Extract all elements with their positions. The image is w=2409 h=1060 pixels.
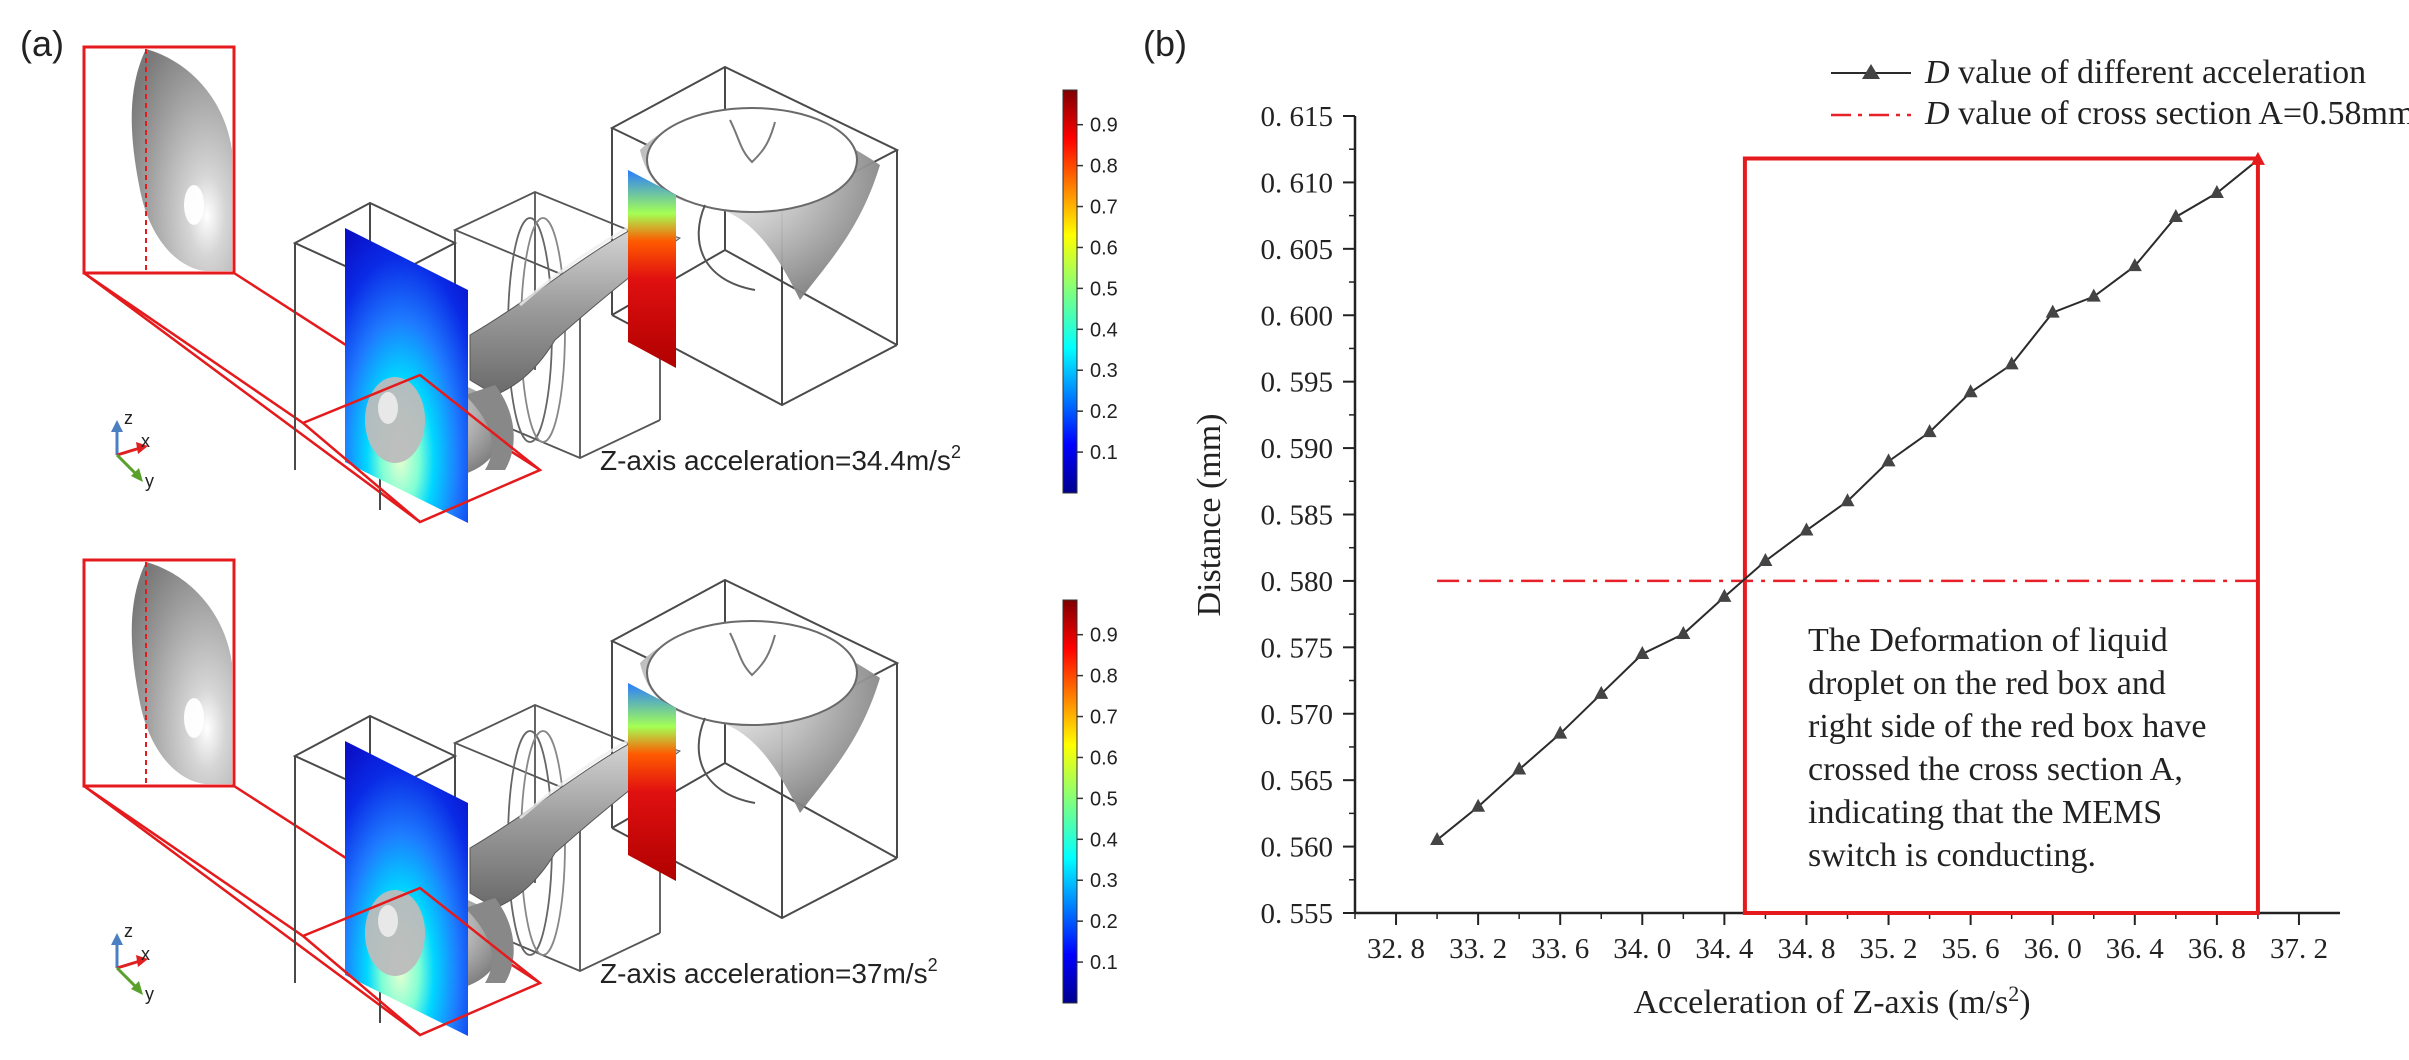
- data-point: [1430, 831, 1445, 845]
- colorbar-tick-label: 0.3: [1090, 870, 1118, 892]
- x-tick-label: 37. 2: [2270, 933, 2328, 965]
- panel-b-label: (b): [1143, 23, 1187, 64]
- y-tick-label: 0. 590: [1261, 433, 1334, 465]
- axis-y-label-bottom: y: [145, 984, 154, 1004]
- colorbar-tick-label: 0.5: [1090, 278, 1118, 300]
- text-box-line-6: switch is conducting.: [1808, 837, 2096, 874]
- data-point: [1881, 453, 1896, 467]
- axis-x-label-top: x: [141, 431, 150, 451]
- legend-series-text: D value of different acceleration: [1924, 54, 2366, 91]
- panel-a-label: (a): [20, 23, 64, 64]
- data-point: [1922, 424, 1937, 438]
- y-tick-label: 0. 595: [1261, 367, 1334, 399]
- x-tick-label: 36. 0: [2024, 933, 2082, 965]
- data-point: [1553, 725, 1568, 739]
- data-point: [1963, 384, 1978, 398]
- data-point: [1717, 588, 1732, 602]
- x-tick-label: 34. 8: [1777, 933, 1835, 965]
- y-tick-label: 0. 570: [1261, 699, 1334, 731]
- y-tick-label: 0. 615: [1261, 101, 1334, 133]
- legend-series-marker: [1862, 64, 1880, 79]
- colorbar-tick-label: 0.6: [1090, 237, 1118, 259]
- y-tick-label: 0. 575: [1261, 632, 1334, 664]
- colorbar-tick-label: 0.8: [1090, 666, 1118, 688]
- axis-x-label-bottom: x: [141, 944, 150, 964]
- x-axis-label: Acceleration of Z-axis (m/s2): [1633, 981, 2030, 1021]
- y-tick-label: 0. 600: [1261, 300, 1334, 332]
- data-point: [2127, 258, 2142, 272]
- data-point: [1594, 685, 1609, 699]
- y-tick-label: 0. 585: [1261, 500, 1334, 532]
- axis-z-label-bottom: z: [124, 921, 133, 941]
- y-tick-label: 0. 610: [1261, 167, 1334, 199]
- highlight-box: [1742, 156, 2260, 916]
- data-point: [1512, 761, 1527, 775]
- data-point: [2045, 304, 2060, 318]
- colorbar-bottom: 0.9 0.8 0.7 0.6 0.5 0.4 0.3 0.2 0.1: [1062, 599, 1118, 1004]
- x-tick-label: 35. 6: [1942, 933, 2000, 965]
- colorbar-tick-label: 0.7: [1090, 197, 1118, 219]
- colorbar-tick-label: 0.7: [1090, 707, 1118, 729]
- x-tick-label: 36. 8: [2188, 933, 2246, 965]
- colorbar-tick-label: 0.9: [1090, 625, 1118, 647]
- data-point: [2004, 356, 2019, 370]
- colorbar-top: 0.9 0.8 0.7 0.6 0.5 0.4 0.3 0.2 0.1: [1062, 89, 1118, 494]
- legend: D value of different acceleration D valu…: [1831, 54, 2409, 132]
- text-box-line-4: crossed the cross section A,: [1808, 751, 2183, 788]
- annotation-bottom: Z-axis acceleration=37m/s2: [600, 955, 938, 989]
- data-point: [1676, 626, 1691, 640]
- text-box-line-1: The Deformation of liquid: [1808, 622, 2168, 659]
- colorbar-tick-label: 0.2: [1090, 401, 1118, 423]
- x-tick-label: 35. 2: [1860, 933, 1918, 965]
- colorbar-tick-label: 0.6: [1090, 747, 1118, 769]
- x-tick-label: 34. 4: [1695, 933, 1754, 965]
- data-point: [1840, 493, 1855, 507]
- y-tick-label: 0. 560: [1261, 832, 1334, 864]
- colorbar-tick-label: 0.1: [1090, 442, 1118, 464]
- data-point: [2250, 151, 2265, 165]
- y-tick-label: 0. 555: [1261, 898, 1334, 930]
- data-point: [2086, 288, 2101, 302]
- axis-z-label-top: z: [124, 408, 133, 428]
- x-tick-label: 36. 4: [2106, 933, 2165, 965]
- colorbar-tick-label: 0.5: [1090, 788, 1118, 810]
- x-tick-label: 32. 8: [1367, 933, 1425, 965]
- text-box-line-3: right side of the red box have: [1808, 708, 2206, 745]
- y-axis-label: Distance (mm): [1191, 414, 1228, 617]
- colorbar-tick-label: 0.4: [1090, 829, 1118, 851]
- annotation-top: Z-axis acceleration=34.4m/s2: [600, 442, 961, 476]
- text-box-line-2: droplet on the red box and: [1808, 665, 2166, 702]
- model-bottom: z x y Z-axis acceleration=37m/s2: [82, 558, 938, 1038]
- colorbar-tick-label: 0.8: [1090, 156, 1118, 178]
- x-tick-label: 33. 6: [1531, 933, 1589, 965]
- annotation-text-box: The Deformation of liquid droplet on the…: [1808, 622, 2206, 874]
- axis-y-label-top: y: [145, 471, 154, 491]
- y-tick-label: 0. 565: [1261, 765, 1334, 797]
- model-top: z x y Z-axis acceleration=34.4m/s2: [82, 45, 961, 525]
- data-point: [1635, 645, 1650, 659]
- text-box-line-5: indicating that the MEMS: [1808, 794, 2162, 831]
- y-tick-label: 0. 580: [1261, 566, 1334, 598]
- data-point: [2168, 208, 2183, 222]
- colorbar-tick-label: 0.4: [1090, 319, 1118, 341]
- data-point: [1799, 522, 1814, 536]
- y-tick-label: 0. 605: [1261, 234, 1334, 266]
- legend-reference-text: D value of cross section A=0.58mm: [1924, 95, 2409, 132]
- data-point: [1758, 552, 1773, 566]
- colorbar-tick-label: 0.9: [1090, 115, 1118, 137]
- colorbar-tick-label: 0.3: [1090, 360, 1118, 382]
- data-point: [2209, 185, 2224, 199]
- x-tick-label: 34. 0: [1613, 933, 1671, 965]
- colorbar-tick-label: 0.1: [1090, 952, 1118, 974]
- data-point: [1471, 798, 1486, 812]
- line-chart: 0. 555 0. 560 0. 565 0. 570 0. 575 0. 580 0. 5…: [1191, 54, 2409, 1021]
- colorbar-tick-label: 0.2: [1090, 911, 1118, 933]
- x-tick-label: 33. 2: [1449, 933, 1507, 965]
